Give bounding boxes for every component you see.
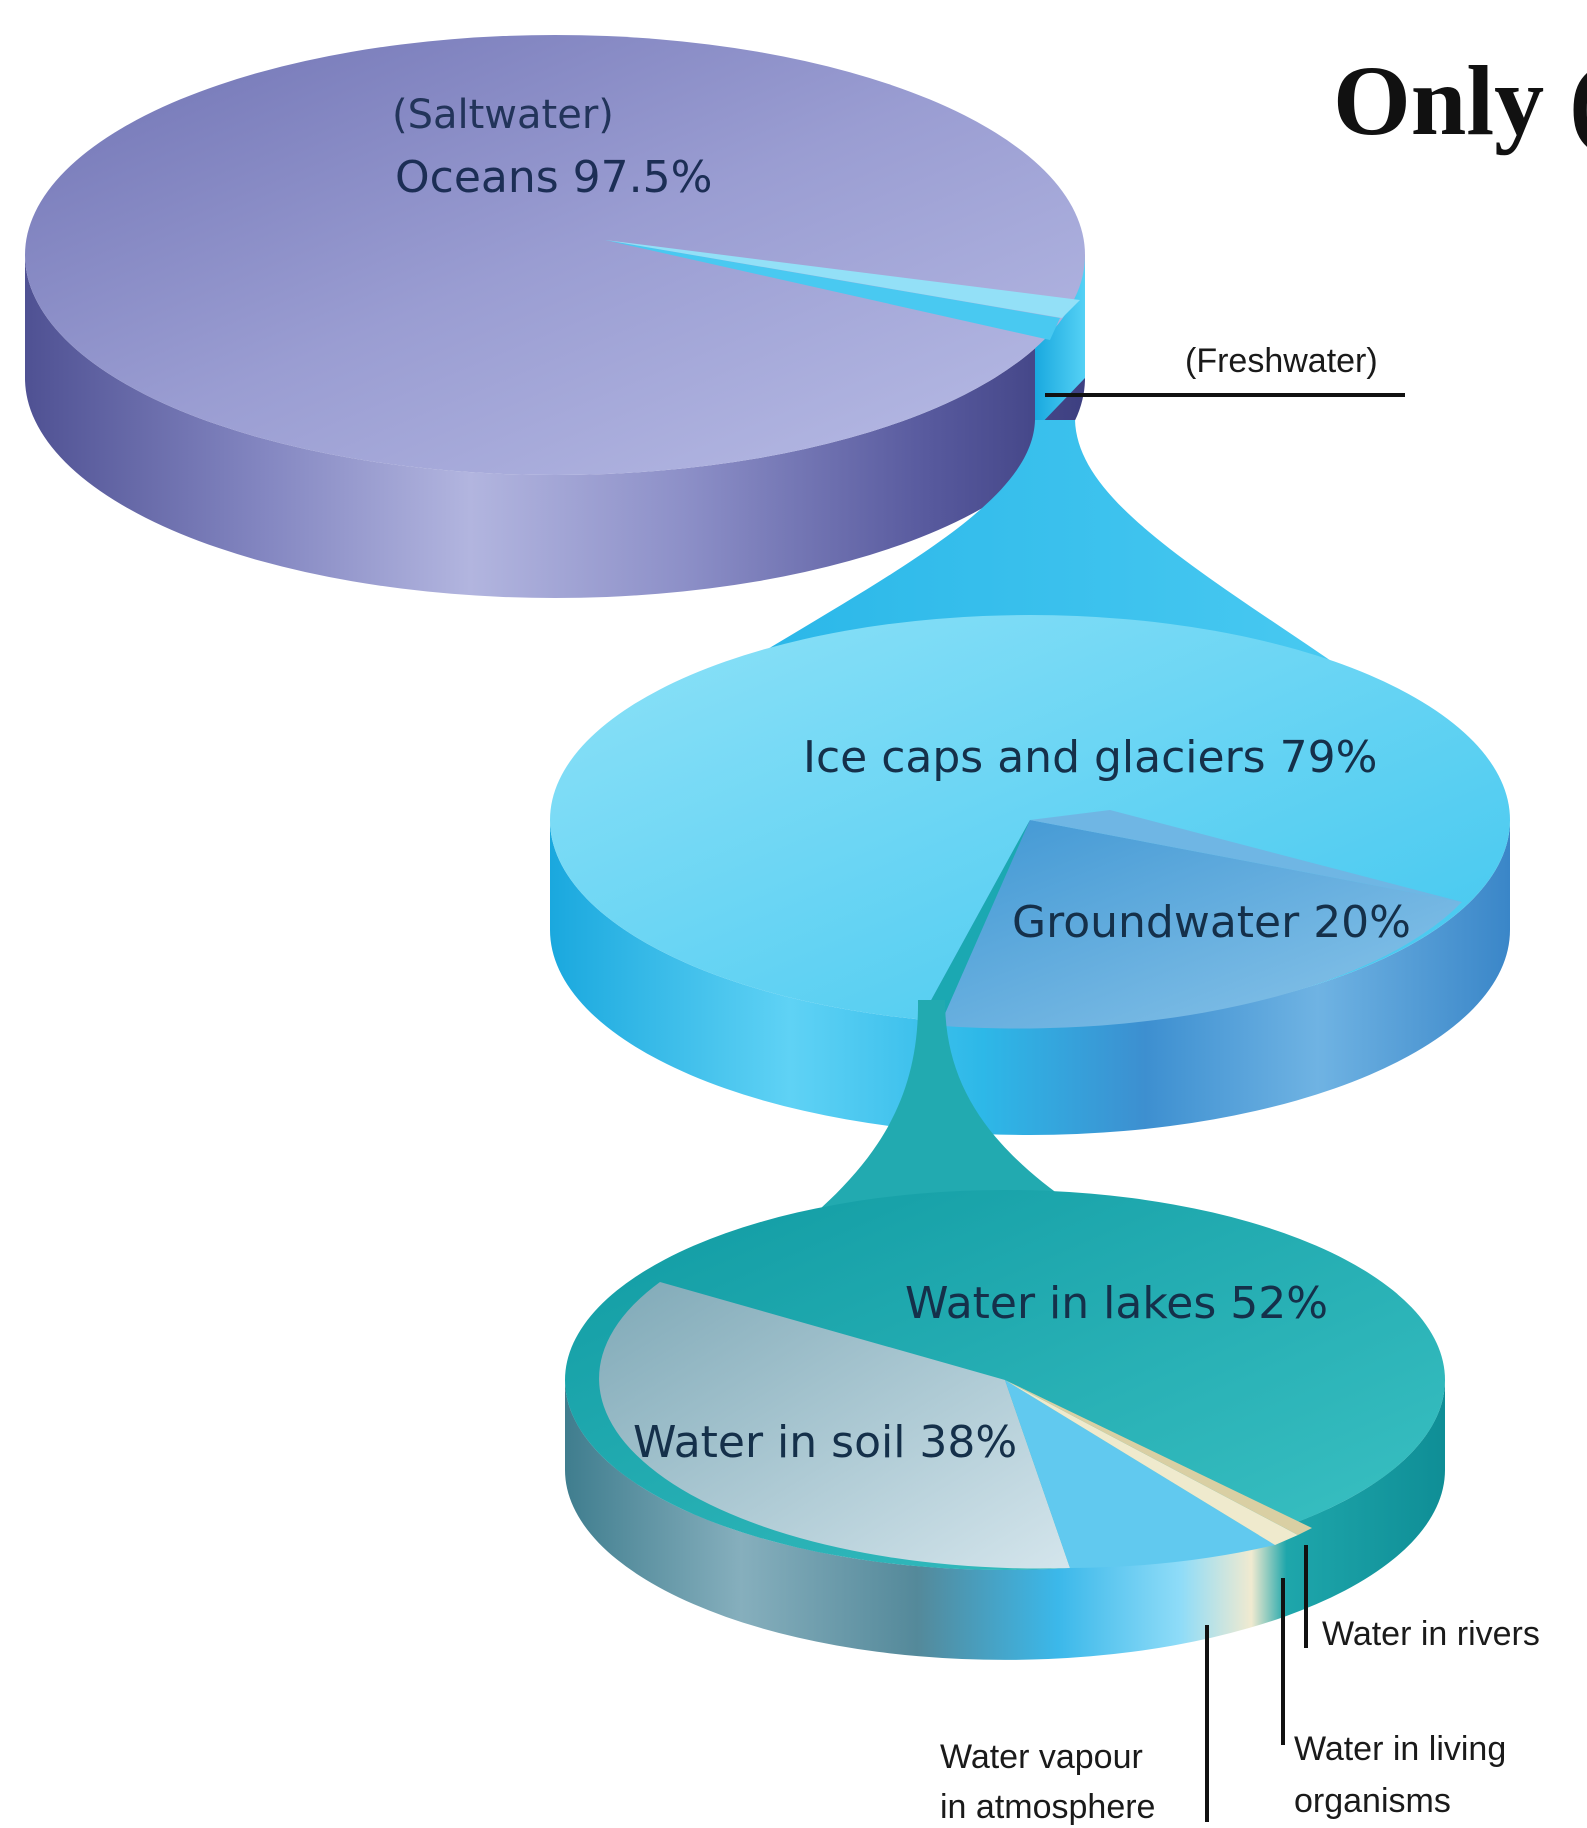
freshwater-slice	[605, 240, 1060, 340]
freshwater-slice-highlight	[605, 240, 1080, 318]
groundwater-slice-wedge	[1030, 810, 1462, 902]
water-in-soil-slice	[599, 1282, 1070, 1569]
pie-other-freshwater: Water in lakes 52% Water in soil 38%	[565, 1190, 1445, 1660]
water-in-living-organisms-slice	[1005, 1380, 1298, 1545]
water-in-living-organisms-label-line2: organisms	[1294, 1782, 1451, 1820]
freshwater-pie-side-wall	[550, 820, 1510, 1135]
water-in-lakes-label: Water in lakes 52%	[905, 1278, 1328, 1329]
oceans-qualifier-label: (Saltwater)	[392, 92, 614, 138]
other-freshwater-slice	[918, 820, 1030, 1025]
water-in-soil-label: Water in soil 38%	[633, 1417, 1017, 1468]
groundwater-slice	[918, 820, 1462, 1029]
pie-freshwater: Ice caps and glaciers 79% Groundwater 20…	[550, 615, 1510, 1135]
water-in-living-organisms-label-line1: Water in living	[1294, 1730, 1506, 1768]
freshwater-qualifier-label: (Freshwater)	[1185, 342, 1378, 380]
water-in-rivers-label: Water in rivers	[1322, 1615, 1540, 1653]
oceans-pie-side	[25, 255, 1085, 598]
water-vapour-label-line2: in atmosphere	[940, 1788, 1155, 1826]
figure-title: Only (	[1333, 45, 1587, 156]
water-in-rivers-slice	[1005, 1380, 1312, 1535]
water-vapour-slice	[1005, 1380, 1275, 1568]
pie-oceans: (Saltwater) Oceans 97.5%	[25, 35, 1085, 598]
oceans-value-label: Oceans 97.5%	[395, 152, 712, 203]
other-freshwater-pie-side-wall	[565, 1380, 1445, 1660]
water-vapour-label-line1: Water vapour	[940, 1738, 1143, 1776]
ice-caps-label: Ice caps and glaciers 79%	[803, 732, 1377, 783]
groundwater-label: Groundwater 20%	[1012, 897, 1411, 948]
oceans-slice	[25, 35, 1085, 475]
